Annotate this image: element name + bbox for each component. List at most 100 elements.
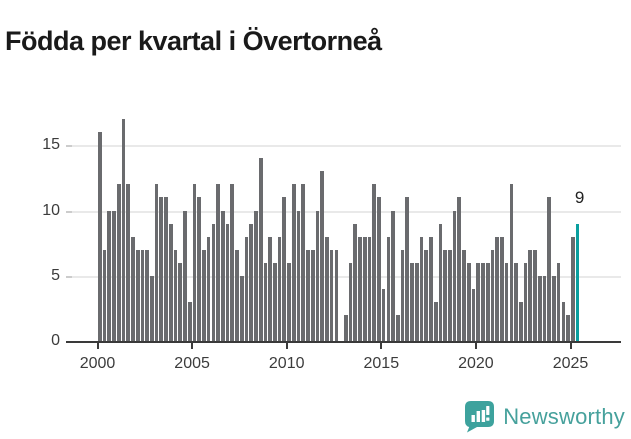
bar	[320, 171, 324, 341]
y-axis-label: 10	[42, 201, 60, 219]
bar	[277, 236, 282, 341]
bar	[542, 275, 547, 341]
bar	[112, 210, 116, 341]
bar	[528, 249, 533, 341]
bar	[150, 275, 154, 341]
bar	[145, 249, 149, 341]
bar	[358, 236, 362, 341]
bar	[301, 184, 306, 341]
bar	[249, 223, 254, 341]
bar	[523, 262, 528, 341]
bar	[414, 262, 419, 341]
x-axis-label: 2015	[363, 355, 400, 372]
bar	[192, 184, 197, 341]
bar	[102, 249, 107, 341]
bar	[131, 236, 135, 341]
bar	[140, 249, 145, 341]
x-tick	[380, 343, 383, 349]
x-axis-label: 2025	[552, 355, 589, 372]
bar	[116, 184, 121, 341]
bar	[552, 275, 556, 341]
bar	[537, 275, 542, 341]
bar	[187, 301, 192, 341]
bar	[225, 223, 230, 341]
bar	[306, 249, 310, 341]
newsworthy-logo: Newsworthy	[464, 400, 625, 433]
bar	[386, 236, 391, 341]
x-tick	[285, 343, 288, 349]
bar-series	[98, 101, 590, 341]
y-tick	[66, 210, 72, 213]
bar	[343, 314, 348, 341]
gridline	[72, 275, 621, 278]
bar	[159, 197, 164, 341]
bar	[211, 223, 216, 341]
bar	[504, 262, 509, 341]
bar	[367, 236, 372, 341]
bar	[481, 262, 485, 341]
bar	[500, 236, 504, 341]
bar	[372, 184, 377, 341]
newsworthy-pin-icon	[464, 400, 495, 433]
bar	[495, 236, 499, 341]
bar	[462, 249, 466, 341]
y-axis-label: 5	[51, 266, 60, 284]
bar	[419, 236, 424, 341]
bar	[485, 262, 490, 341]
bar	[263, 262, 268, 341]
y-axis-label: 0	[51, 332, 60, 349]
bar	[230, 184, 235, 341]
bar	[296, 210, 301, 341]
bar	[471, 288, 476, 341]
x-axis-label: 2000	[79, 355, 116, 372]
bar	[476, 262, 481, 341]
bar	[282, 197, 287, 341]
x-tick	[191, 343, 194, 349]
bar	[533, 249, 537, 341]
bar	[315, 210, 320, 341]
bar	[268, 236, 272, 341]
bar	[107, 210, 112, 341]
bar	[448, 249, 452, 341]
x-tick	[569, 343, 572, 349]
bar	[178, 262, 183, 341]
bar	[291, 184, 296, 341]
x-tick	[96, 343, 99, 349]
bar	[547, 197, 552, 341]
bar	[452, 210, 457, 341]
bar	[566, 314, 570, 341]
bar	[206, 236, 211, 341]
x-axis-label: 2005	[174, 355, 210, 372]
bar	[121, 119, 126, 341]
bar	[514, 262, 518, 341]
bar	[135, 249, 140, 341]
bar	[377, 197, 381, 341]
bar	[239, 275, 244, 341]
bar	[571, 236, 575, 341]
bar	[466, 262, 471, 341]
bar	[287, 262, 291, 341]
bar	[164, 197, 168, 341]
bar	[518, 301, 523, 341]
y-tick	[66, 145, 72, 148]
bar	[509, 184, 514, 341]
bar	[197, 197, 202, 341]
bar	[391, 210, 395, 341]
x-axis-line	[72, 341, 621, 343]
bar	[325, 236, 329, 341]
bar	[168, 223, 173, 341]
bar	[433, 301, 438, 341]
bar	[490, 249, 495, 341]
bar	[424, 249, 429, 341]
bar	[173, 249, 178, 341]
bar	[410, 262, 414, 341]
gridline	[72, 210, 621, 213]
bar	[216, 184, 220, 341]
bar	[443, 249, 447, 341]
bar	[395, 314, 400, 341]
bar	[244, 236, 249, 341]
bar	[334, 249, 339, 341]
bar	[273, 262, 277, 341]
bar	[556, 262, 561, 341]
bar-chart: 0 5 10 15 2000 2005 2010 2015 2020 2025 9	[42, 101, 621, 372]
